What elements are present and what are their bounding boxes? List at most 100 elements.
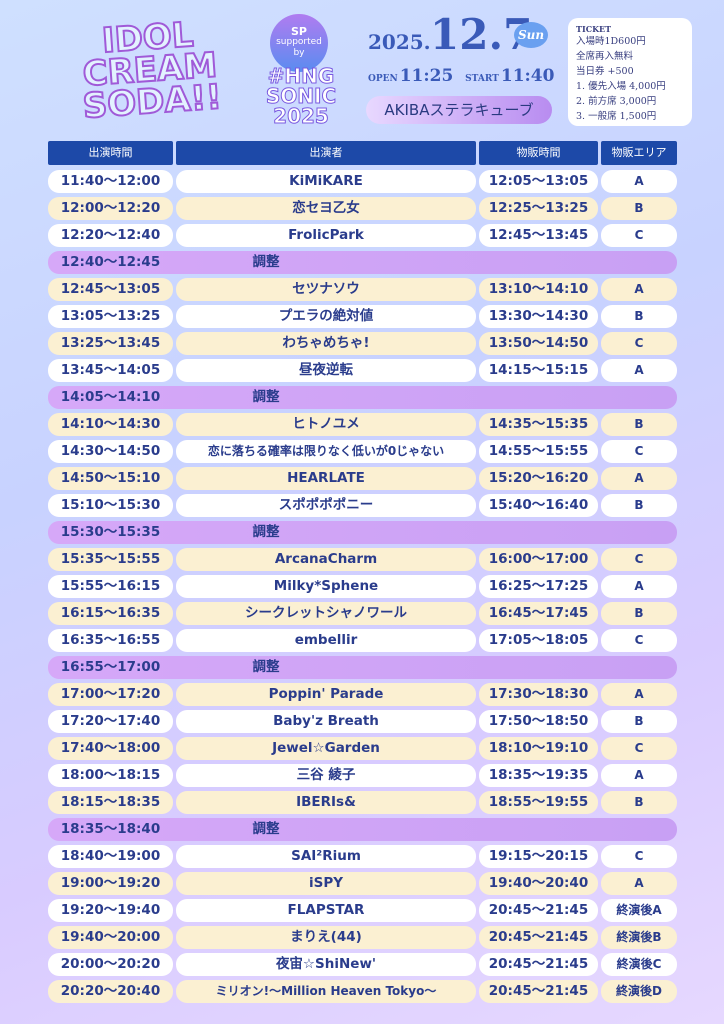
table-row: 11:40～12:00 KiMiKARE 12:05～13:05 A bbox=[48, 168, 677, 195]
cell: 13:50～14:50 bbox=[479, 332, 598, 355]
cell: わちゃめちゃ! bbox=[176, 332, 476, 355]
cell: 20:20～20:40 bbox=[48, 980, 173, 1003]
cell: 13:25～13:45 bbox=[48, 332, 173, 355]
cell: 12:00～12:20 bbox=[48, 197, 173, 220]
table-row: 20:20～20:40 ミリオン!～Million Heaven Tokyo～ 20… bbox=[48, 978, 677, 1005]
sponsor-line: 2025 bbox=[273, 104, 330, 128]
header-cell: 物販エリア bbox=[601, 141, 677, 165]
table-row: 13:45～14:05 昼夜逆転 14:15～15:15 A bbox=[48, 357, 677, 384]
cell: 16:35～16:55 bbox=[48, 629, 173, 652]
cell: 17:00～17:20 bbox=[48, 683, 173, 706]
cell: 13:45～14:05 bbox=[48, 359, 173, 382]
cell: 20:45～21:45 bbox=[479, 953, 598, 976]
cell: 19:00～19:20 bbox=[48, 872, 173, 895]
cell: Baby'z Breath bbox=[176, 710, 476, 733]
adjust-band bbox=[48, 521, 677, 544]
table-row: 18:00～18:15 三谷 綾子 18:35～19:35 A bbox=[48, 762, 677, 789]
cell: 15:55～16:15 bbox=[48, 575, 173, 598]
ticket-line: 全席再入無料 bbox=[576, 51, 634, 62]
header-cell: 物販時間 bbox=[479, 141, 598, 165]
cell: 15:10～15:30 bbox=[48, 494, 173, 517]
cell: FLAPSTAR bbox=[176, 899, 476, 922]
table-row: 13:25～13:45 わちゃめちゃ! 13:50～14:50 C bbox=[48, 330, 677, 357]
header-row: 出演時間 出演者 物販時間 物販エリア bbox=[48, 141, 677, 168]
cell: 18:00～18:15 bbox=[48, 764, 173, 787]
cell: A bbox=[601, 170, 677, 193]
table-row: 15:35～15:55 ArcanaCharm 16:00～17:00 C bbox=[48, 546, 677, 573]
cell: プエラの絶対値 bbox=[176, 305, 476, 328]
badge-text: supported by bbox=[276, 37, 322, 58]
cell: 18:40～19:00 bbox=[48, 845, 173, 868]
cell: 14:30～14:50 bbox=[48, 440, 173, 463]
table-row: 18:40～19:00 SAI²Rium 19:15～20:15 C bbox=[48, 843, 677, 870]
cell: 終演後B bbox=[601, 926, 677, 949]
cell: SAI²Rium bbox=[176, 845, 476, 868]
cell: 16:55～17:00 bbox=[60, 659, 161, 675]
table-row: 15:30～15:35 調整 bbox=[48, 519, 677, 546]
logo: IDOL CREAM SODA!! bbox=[37, 14, 263, 128]
cell: 14:50～15:10 bbox=[48, 467, 173, 490]
cell: まりえ(44) bbox=[176, 926, 476, 949]
timetable: 出演時間 出演者 物販時間 物販エリア 11:40～12:00 KiMiKARE 12:05… bbox=[48, 141, 677, 1005]
table-row: 19:00～19:20 iSPY 19:40～20:40 A bbox=[48, 870, 677, 897]
table-row: 17:20～17:40 Baby'z Breath 17:50～18:50 B bbox=[48, 708, 677, 735]
cell: C bbox=[601, 629, 677, 652]
cell: 14:35～15:35 bbox=[479, 413, 598, 436]
cell: embellir bbox=[176, 629, 476, 652]
cell: 15:30～15:35 bbox=[60, 524, 161, 540]
label: OPEN bbox=[368, 74, 398, 84]
cell: B bbox=[601, 494, 677, 517]
cell: 17:40～18:00 bbox=[48, 737, 173, 760]
cell: 15:20～16:20 bbox=[479, 467, 598, 490]
cell: 19:40～20:00 bbox=[48, 926, 173, 949]
cell: 終演後D bbox=[601, 980, 677, 1003]
table-row: 14:30～14:50 恋に落ちる確率は限りなく低いが0じゃない 14:55～15:… bbox=[48, 438, 677, 465]
cell: 14:15～15:15 bbox=[479, 359, 598, 382]
time: 11:40 bbox=[500, 66, 555, 86]
ticket-title: TICKET bbox=[576, 24, 612, 34]
cell: 17:30～18:30 bbox=[479, 683, 598, 706]
cell: Poppin' Parade bbox=[176, 683, 476, 706]
cell: KiMiKARE bbox=[176, 170, 476, 193]
cell: 18:35～19:35 bbox=[479, 764, 598, 787]
cell: ミリオン!～Million Heaven Tokyo～ bbox=[176, 980, 476, 1003]
cell: 16:25～17:25 bbox=[479, 575, 598, 598]
cell: 14:55～15:55 bbox=[479, 440, 598, 463]
cell: 夜宙☆ShiNew' bbox=[176, 953, 476, 976]
cell: 12:25～13:25 bbox=[479, 197, 598, 220]
sponsor-badge: SP supported by bbox=[270, 14, 328, 72]
cell: 11:40～12:00 bbox=[48, 170, 173, 193]
cell: 15:35～15:55 bbox=[48, 548, 173, 571]
cell: 調整 bbox=[252, 389, 280, 405]
table-row: 20:00～20:20 夜宙☆ShiNew' 20:45～21:45 終演後C bbox=[48, 951, 677, 978]
header-cell: 出演者 bbox=[176, 141, 476, 165]
cell: B bbox=[601, 710, 677, 733]
table-row: 17:40～18:00 Jewel☆Garden 18:10～19:10 C bbox=[48, 735, 677, 762]
venue: AKIBAステラキューブ bbox=[366, 96, 552, 124]
ticket-line: 入場時1D600円 bbox=[576, 36, 646, 47]
cell: 12:05～13:05 bbox=[479, 170, 598, 193]
cell: A bbox=[601, 575, 677, 598]
cell: ヒトノユメ bbox=[176, 413, 476, 436]
table-row: 12:20～12:40 FrolicPark 12:45～13:45 C bbox=[48, 222, 677, 249]
cell: 17:05～18:05 bbox=[479, 629, 598, 652]
cell: 15:40～16:40 bbox=[479, 494, 598, 517]
cell: B bbox=[601, 197, 677, 220]
cell: B bbox=[601, 791, 677, 814]
cell: 恋セヨ乙女 bbox=[176, 197, 476, 220]
weekday: Sun bbox=[514, 22, 548, 48]
cell: 18:35～18:40 bbox=[60, 821, 161, 837]
cell: ArcanaCharm bbox=[176, 548, 476, 571]
table-row: 15:10～15:30 スポポポポニー 15:40～16:40 B bbox=[48, 492, 677, 519]
cell: 17:50～18:50 bbox=[479, 710, 598, 733]
adjust-band bbox=[48, 251, 677, 274]
table-row: 16:35～16:55 embellir 17:05～18:05 C bbox=[48, 627, 677, 654]
cell: 12:40～12:45 bbox=[60, 254, 161, 270]
cell: 16:00～17:00 bbox=[479, 548, 598, 571]
time: 11:25 bbox=[399, 66, 454, 86]
adjust-band bbox=[48, 818, 677, 841]
sponsor-line: #HNG bbox=[267, 64, 335, 88]
cell: A bbox=[601, 764, 677, 787]
label: START bbox=[465, 74, 499, 84]
